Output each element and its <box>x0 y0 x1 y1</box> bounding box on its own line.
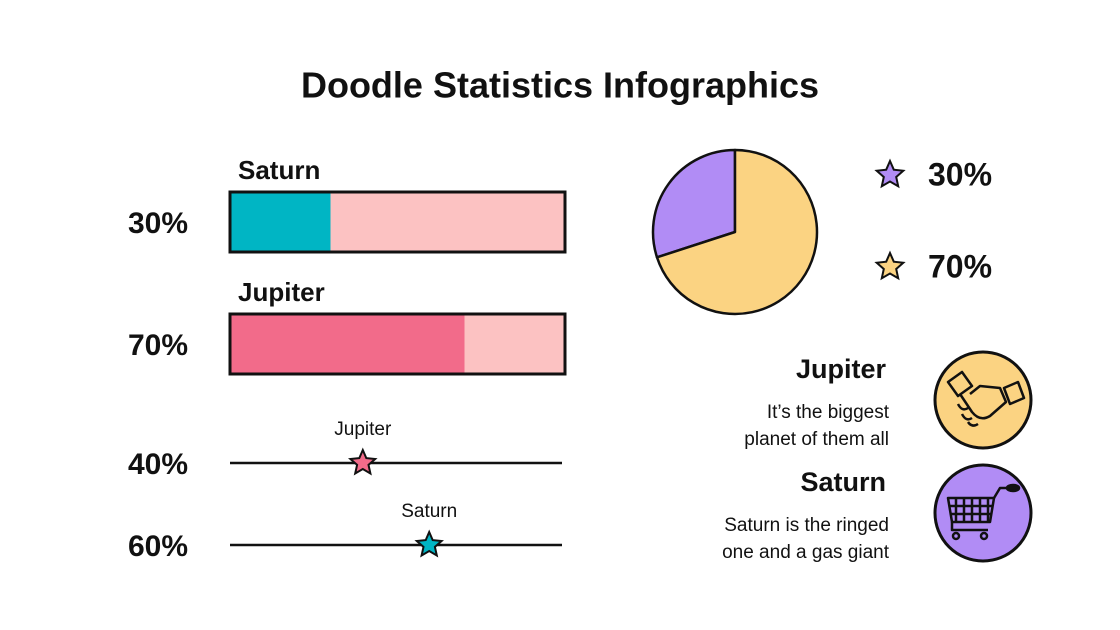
item-text: Saturn is the ringed <box>724 515 889 536</box>
pie-slice <box>655 148 819 316</box>
item-title: Saturn <box>800 467 886 497</box>
icon-circle <box>933 350 1033 450</box>
slider-marker <box>414 529 444 558</box>
legend-star <box>874 250 906 281</box>
item-text: It’s the biggest <box>767 402 890 423</box>
value-label: 30% <box>128 207 188 240</box>
bar-outline <box>228 312 567 376</box>
value-label: 70% <box>128 329 188 362</box>
bar-name: Jupiter <box>238 277 325 307</box>
slider-name: Saturn <box>401 501 457 522</box>
legend-label: 30% <box>928 156 992 192</box>
cart-icon <box>946 483 1021 541</box>
slider-marker <box>348 447 378 476</box>
bar <box>230 192 331 252</box>
legend-label: 70% <box>928 248 992 284</box>
handshake-icon <box>946 370 1026 427</box>
item-text: planet of them all <box>744 429 889 450</box>
slider-name: Jupiter <box>334 419 392 440</box>
bar <box>230 314 465 374</box>
bar-outline <box>228 190 567 254</box>
title: Doodle Statistics Infographics <box>301 65 819 106</box>
legend-star <box>874 158 906 189</box>
value-label: 60% <box>128 530 188 563</box>
bar-name: Saturn <box>238 155 320 185</box>
pie-slice <box>651 148 737 259</box>
item-title: Jupiter <box>796 354 887 384</box>
item-text: one and a gas giant <box>722 542 890 563</box>
value-label: 40% <box>128 448 188 481</box>
